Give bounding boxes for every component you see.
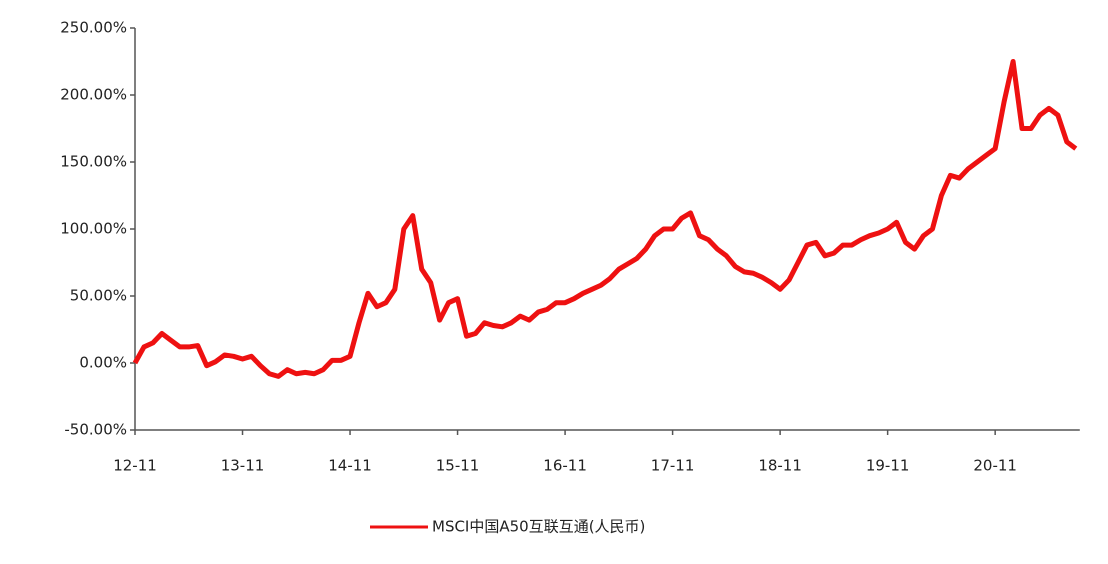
y-tick-label: 200.00% [60, 86, 127, 104]
x-tick-label: 15-11 [436, 457, 480, 475]
x-tick-label: 19-11 [866, 457, 910, 475]
legend-label: MSCI中国A50互联互通(人民币) [432, 518, 645, 536]
x-tick-label: 13-11 [221, 457, 265, 475]
y-tick-label: 50.00% [70, 287, 127, 305]
series-line [132, 59, 1078, 379]
y-tick-label: 0.00% [79, 354, 127, 372]
x-tick-label: 12-11 [113, 457, 157, 475]
y-tick-label: 100.00% [60, 220, 127, 238]
y-tick-label: 250.00% [60, 19, 127, 37]
y-tick-label: -50.00% [64, 421, 127, 439]
x-tick-label: 14-11 [328, 457, 372, 475]
y-tick-label: 150.00% [60, 153, 127, 171]
x-tick-label: 16-11 [543, 457, 587, 475]
x-tick-label: 18-11 [758, 457, 802, 475]
x-tick-label: 17-11 [651, 457, 695, 475]
x-tick-label: 20-11 [973, 457, 1017, 475]
